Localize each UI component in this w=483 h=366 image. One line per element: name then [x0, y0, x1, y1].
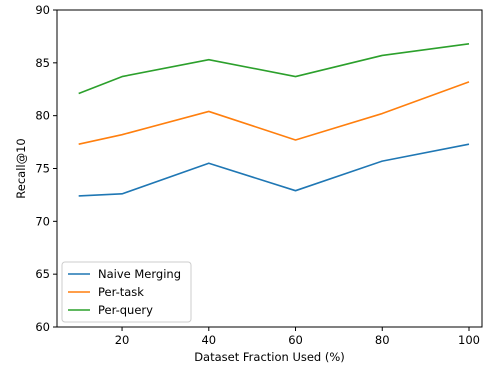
legend: Naive Merging Per-task Per-query: [61, 261, 192, 323]
legend-label: Per-query: [98, 303, 153, 317]
series-line-per-task: [78, 81, 470, 145]
x-tick-label: 60: [288, 333, 303, 347]
y-tick-label: 85: [35, 56, 50, 70]
x-tick-label: 20: [115, 333, 130, 347]
x-tick-label: 80: [375, 333, 390, 347]
y-tick-label: 90: [35, 3, 50, 17]
y-tick-label: 70: [35, 214, 50, 228]
series-layer: [78, 43, 470, 197]
y-tick-label: 60: [35, 320, 50, 334]
x-axis-label: Dataset Fraction Used (%): [194, 350, 345, 364]
x-tick-label: 40: [201, 333, 216, 347]
legend-label: Naive Merging: [98, 267, 181, 281]
y-axis-ticks: 60 65 70 75 80 85 90: [35, 3, 57, 334]
y-tick-label: 75: [35, 162, 50, 176]
x-axis-ticks: 20 40 60 80 100: [115, 327, 480, 347]
legend-box: [61, 261, 192, 323]
legend-label: Per-task: [98, 285, 144, 299]
y-axis-label: Recall@10: [14, 138, 28, 198]
x-tick-label: 100: [458, 333, 480, 347]
series-line-per-query: [78, 43, 470, 95]
y-tick-label: 80: [35, 109, 50, 123]
y-tick-label: 65: [35, 267, 50, 281]
series-line-naive-merging: [78, 143, 470, 197]
